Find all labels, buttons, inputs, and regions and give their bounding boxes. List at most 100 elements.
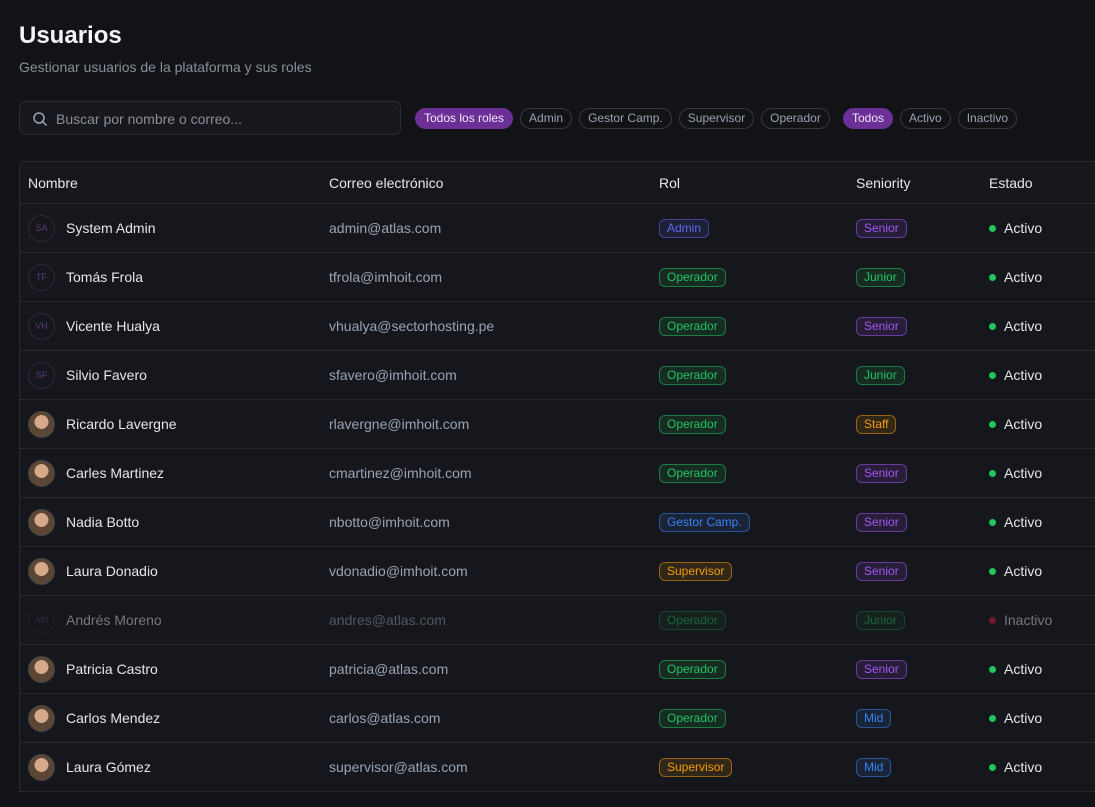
status-cell: Activo bbox=[989, 253, 1042, 301]
filter-chip[interactable]: Admin bbox=[520, 108, 573, 129]
seniority-badge: Senior bbox=[856, 316, 907, 336]
seniority-cell: Senior bbox=[856, 645, 907, 693]
role-badge: Operador bbox=[659, 659, 726, 679]
filter-chip[interactable]: Todos los roles bbox=[415, 108, 514, 129]
user-name: Tomás Frola bbox=[66, 269, 144, 285]
table-row[interactable]: Carlos Mendez carlos@atlas.com Operador Mid… bbox=[20, 693, 1095, 742]
avatar-initials: SF bbox=[28, 361, 55, 389]
table-row[interactable]: SF Silvio Favero sfavero@imhoit.com Operado… bbox=[20, 350, 1095, 399]
table-row[interactable]: TF Tomás Frola tfrola@imhoit.com Operador Ju… bbox=[20, 252, 1095, 301]
user-name: Vicente Hualya bbox=[66, 318, 160, 334]
status-cell: Activo bbox=[989, 547, 1042, 595]
seniority-cell: Junior bbox=[856, 253, 905, 301]
seniority-cell: Senior bbox=[856, 498, 907, 546]
email-cell: supervisor@atlas.com bbox=[329, 759, 468, 775]
status-dot bbox=[989, 567, 996, 575]
status-cell: Activo bbox=[989, 400, 1042, 448]
status-dot bbox=[989, 518, 996, 526]
status-cell: Activo bbox=[989, 204, 1042, 252]
email-cell: admin@atlas.com bbox=[329, 220, 442, 236]
name-cell: Carles Martinez bbox=[28, 449, 164, 497]
filter-chip[interactable]: Operador bbox=[761, 108, 830, 129]
role-filters: Todos los roles Admin Gestor Camp. Supervis… bbox=[415, 108, 830, 129]
filter-chip[interactable]: Activo bbox=[900, 108, 951, 129]
name-cell: TF Tomás Frola bbox=[28, 253, 143, 301]
filter-chip[interactable]: Supervisor bbox=[678, 108, 755, 129]
status-filters: Todos Activo Inactivo bbox=[843, 108, 1018, 129]
seniority-cell: Senior bbox=[856, 204, 907, 252]
avatar-photo bbox=[28, 655, 55, 683]
table-row[interactable]: Carles Martinez cmartinez@imhoit.com Opera… bbox=[20, 448, 1095, 497]
role-badge: Operador bbox=[659, 267, 726, 287]
avatar-photo bbox=[28, 753, 55, 781]
status-cell: Activo bbox=[989, 645, 1042, 693]
name-cell: Ricardo Lavergne bbox=[28, 400, 177, 448]
role-badge: Operador bbox=[659, 610, 726, 630]
avatar-photo bbox=[28, 704, 55, 732]
status-cell: Inactivo bbox=[989, 596, 1052, 644]
role-cell: Operador bbox=[659, 596, 726, 644]
status-label: Activo bbox=[1004, 514, 1043, 530]
status-label: Activo bbox=[1004, 318, 1043, 334]
seniority-badge: Senior bbox=[856, 512, 907, 532]
table-row[interactable]: Patricia Castro patricia@atlas.com Operado… bbox=[20, 644, 1095, 693]
page-subtitle: Gestionar usuarios de la plataforma y su… bbox=[19, 59, 312, 75]
seniority-badge: Senior bbox=[856, 561, 907, 581]
name-cell: AM Andrés Moreno bbox=[28, 596, 162, 644]
table-row[interactable]: Laura Donadio vdonadio@imhoit.com Supervis… bbox=[20, 546, 1095, 595]
email-cell: carlos@atlas.com bbox=[329, 710, 441, 726]
status-dot bbox=[989, 469, 996, 477]
column-header: Nombre bbox=[28, 174, 78, 191]
table-row[interactable]: Laura Gómez supervisor@atlas.com Superviso… bbox=[20, 742, 1095, 791]
status-dot bbox=[989, 714, 996, 722]
name-cell: Carlos Mendez bbox=[28, 694, 160, 742]
status-dot bbox=[989, 763, 996, 771]
email-cell: andres@atlas.com bbox=[329, 612, 446, 628]
filter-chip[interactable]: Inactivo bbox=[957, 108, 1018, 129]
status-label: Activo bbox=[1004, 367, 1043, 383]
table-row[interactable]: Nadia Botto nbotto@imhoit.com Gestor Camp.… bbox=[20, 497, 1095, 546]
status-label: Activo bbox=[1004, 269, 1043, 285]
status-label: Activo bbox=[1004, 563, 1043, 579]
filter-chip[interactable]: Gestor Camp. bbox=[579, 108, 672, 129]
user-name: Nadia Botto bbox=[66, 514, 140, 530]
table-row[interactable]: VH Vicente Hualya vhualya@sectorhosting.pe… bbox=[20, 301, 1095, 350]
table-row[interactable]: Ricardo Lavergne rlavergne@imhoit.com Oper… bbox=[20, 399, 1095, 448]
status-label: Activo bbox=[1004, 416, 1043, 432]
column-header: Seniority bbox=[856, 174, 911, 191]
email-cell: rlavergne@imhoit.com bbox=[329, 416, 470, 432]
status-dot bbox=[989, 616, 996, 624]
user-name: System Admin bbox=[66, 220, 156, 236]
name-cell: Laura Donadio bbox=[28, 547, 158, 595]
page-title: Usuarios bbox=[19, 22, 122, 49]
email-cell: patricia@atlas.com bbox=[329, 661, 449, 677]
role-cell: Gestor Camp. bbox=[659, 498, 750, 546]
table-row[interactable]: AM Andrés Moreno andres@atlas.com Operador J… bbox=[20, 595, 1095, 644]
role-badge: Operador bbox=[659, 414, 726, 434]
status-cell: Activo bbox=[989, 498, 1042, 546]
email-cell: cmartinez@imhoit.com bbox=[329, 465, 472, 481]
seniority-badge: Junior bbox=[856, 365, 905, 385]
status-dot bbox=[989, 665, 996, 673]
avatar-photo bbox=[28, 557, 55, 585]
name-cell: Nadia Botto bbox=[28, 498, 139, 546]
table-row[interactable]: SA System Admin admin@atlas.com Admin Senior… bbox=[20, 203, 1095, 252]
search-placeholder: Buscar por nombre o correo... bbox=[56, 111, 242, 127]
seniority-badge: Junior bbox=[856, 610, 905, 630]
avatar-initials: AM bbox=[28, 606, 55, 634]
user-name: Carlos Mendez bbox=[66, 710, 161, 726]
role-badge: Operador bbox=[659, 316, 726, 336]
avatar-initials: VH bbox=[28, 312, 55, 340]
role-badge: Admin bbox=[659, 218, 710, 238]
search-box[interactable]: Buscar por nombre o correo... bbox=[19, 101, 401, 135]
role-cell: Supervisor bbox=[659, 743, 733, 791]
seniority-cell: Junior bbox=[856, 351, 905, 399]
filter-chip[interactable]: Todos bbox=[843, 108, 894, 129]
role-badge: Operador bbox=[659, 463, 726, 483]
role-cell: Operador bbox=[659, 694, 726, 742]
users-table: Nombre Correo electrónico Rol Seniority Esta… bbox=[19, 161, 1095, 792]
column-header: Rol bbox=[659, 174, 681, 191]
status-dot bbox=[989, 322, 996, 330]
email-cell: vdonadio@imhoit.com bbox=[329, 563, 468, 579]
seniority-badge: Mid bbox=[856, 757, 892, 777]
